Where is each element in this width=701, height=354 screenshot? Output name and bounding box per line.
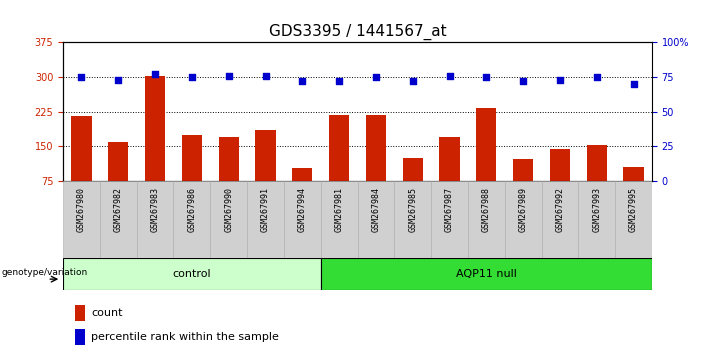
Bar	[75, 305, 86, 321]
Bar	[247, 181, 284, 258]
Bar	[182, 135, 202, 181]
Text: GSM267986: GSM267986	[187, 187, 196, 232]
Bar	[358, 181, 394, 258]
Bar	[468, 181, 505, 258]
Bar	[219, 137, 239, 181]
Bar	[174, 181, 210, 258]
Bar	[505, 181, 541, 258]
Bar	[476, 108, 496, 181]
Text: GSM267984: GSM267984	[372, 187, 381, 232]
Text: percentile rank within the sample: percentile rank within the sample	[91, 332, 279, 342]
Text: GSM267989: GSM267989	[519, 187, 528, 232]
Text: GSM267992: GSM267992	[555, 187, 564, 232]
Bar	[550, 149, 570, 181]
Bar	[366, 115, 386, 181]
Text: GSM267988: GSM267988	[482, 187, 491, 232]
Text: genotype/variation: genotype/variation	[1, 268, 88, 277]
Bar	[394, 181, 431, 258]
Bar	[541, 181, 578, 258]
Bar	[615, 181, 652, 258]
Text: GSM267987: GSM267987	[445, 187, 454, 232]
Point	[444, 73, 455, 79]
Bar	[402, 158, 423, 181]
Point	[628, 81, 639, 87]
Text: GSM267982: GSM267982	[114, 187, 123, 232]
Point	[186, 74, 198, 80]
Bar	[255, 130, 275, 181]
Bar	[137, 181, 174, 258]
Text: control: control	[172, 269, 211, 279]
Bar	[284, 181, 320, 258]
Text: GSM267990: GSM267990	[224, 187, 233, 232]
Bar	[431, 181, 468, 258]
Bar	[329, 115, 349, 181]
Point	[517, 78, 529, 84]
Point	[113, 77, 124, 82]
Point	[260, 73, 271, 79]
Bar	[63, 258, 320, 290]
Title: GDS3395 / 1441567_at: GDS3395 / 1441567_at	[268, 23, 447, 40]
Bar	[513, 159, 533, 181]
Bar	[587, 145, 607, 181]
Bar	[320, 258, 652, 290]
Text: GSM267983: GSM267983	[151, 187, 160, 232]
Text: GSM267993: GSM267993	[592, 187, 601, 232]
Bar	[623, 167, 644, 181]
Text: count: count	[91, 308, 123, 318]
Point	[76, 74, 87, 80]
Text: GSM267994: GSM267994	[298, 187, 307, 232]
Bar	[72, 116, 92, 181]
Bar	[292, 168, 313, 181]
Point	[370, 74, 381, 80]
Bar	[578, 181, 615, 258]
Text: GSM267991: GSM267991	[261, 187, 270, 232]
Bar	[108, 142, 128, 181]
Text: AQP11 null: AQP11 null	[456, 269, 517, 279]
Point	[334, 78, 345, 84]
Point	[591, 74, 602, 80]
Text: GSM267995: GSM267995	[629, 187, 638, 232]
Text: GSM267980: GSM267980	[77, 187, 86, 232]
Bar	[63, 181, 100, 258]
Point	[554, 77, 566, 82]
Bar	[100, 181, 137, 258]
Text: GSM267981: GSM267981	[334, 187, 343, 232]
Point	[481, 74, 492, 80]
Point	[407, 78, 418, 84]
Bar	[210, 181, 247, 258]
Bar	[440, 137, 460, 181]
Bar	[320, 181, 358, 258]
Point	[297, 78, 308, 84]
Point	[149, 72, 161, 77]
Point	[223, 73, 234, 79]
Text: GSM267985: GSM267985	[408, 187, 417, 232]
Bar	[145, 76, 165, 181]
Bar	[75, 329, 86, 345]
